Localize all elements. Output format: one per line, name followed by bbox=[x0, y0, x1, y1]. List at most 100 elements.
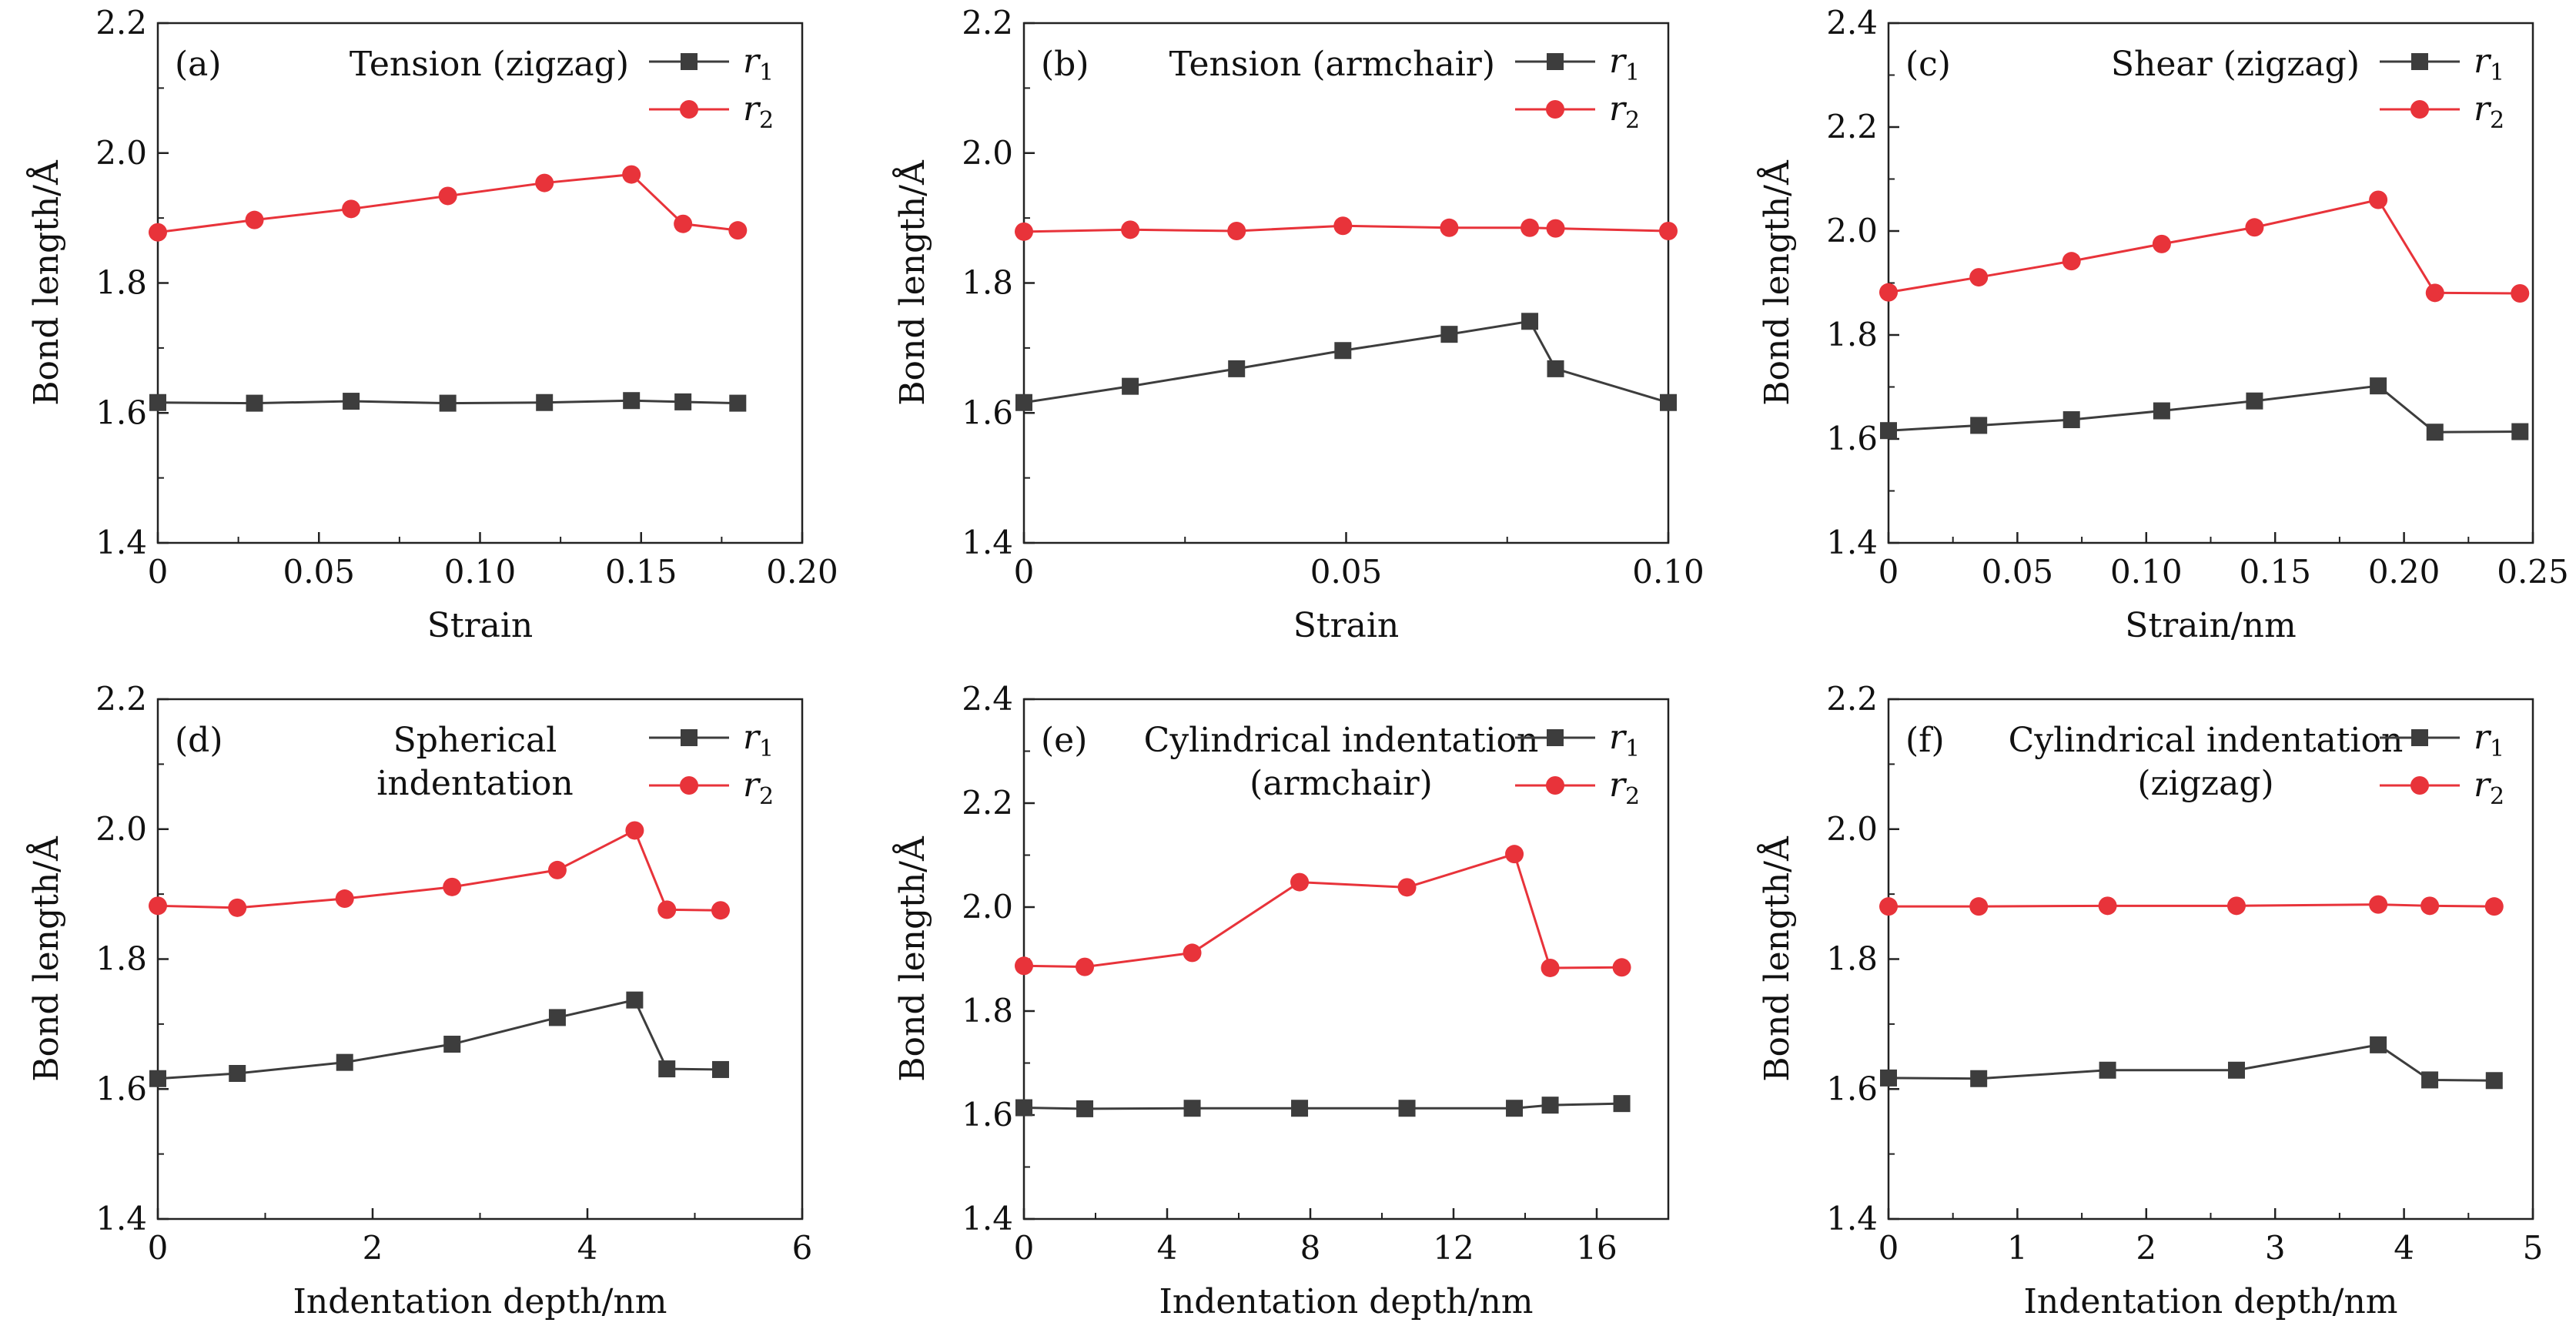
legend-entry: r2 bbox=[1515, 89, 1640, 134]
data-point bbox=[1398, 1100, 1416, 1117]
x-axis-title: Indentation depth/nm bbox=[2023, 1282, 2397, 1321]
y-tick-label: 1.4 bbox=[95, 524, 147, 561]
panel-title: Tension (zigzag) bbox=[350, 45, 629, 84]
series-line bbox=[157, 998, 721, 1080]
data-point bbox=[535, 173, 554, 193]
series-r2 bbox=[149, 821, 730, 920]
data-point bbox=[2370, 1036, 2387, 1053]
data-point bbox=[622, 165, 641, 184]
data-point bbox=[1015, 956, 1033, 976]
legend-symbol: r bbox=[743, 765, 761, 805]
y-tick-label: 1.8 bbox=[95, 940, 147, 978]
data-point bbox=[343, 393, 360, 410]
data-point bbox=[728, 221, 748, 240]
y-axis-title: Bond length/Å bbox=[892, 159, 932, 406]
series-r1 bbox=[1880, 1036, 2503, 1090]
y-tick-label: 1.4 bbox=[962, 524, 1013, 561]
y-tick-label: 2.2 bbox=[95, 4, 147, 42]
data-point bbox=[1076, 957, 1095, 976]
legend-entry: r2 bbox=[2380, 765, 2504, 810]
legend-symbol: r bbox=[1609, 42, 1628, 81]
legend-entry: r1 bbox=[2380, 718, 2504, 762]
data-point bbox=[1333, 216, 1353, 236]
legend-label: r2 bbox=[743, 89, 774, 134]
data-point bbox=[711, 1060, 729, 1078]
legend-marker bbox=[2411, 53, 2428, 70]
y-tick-label: 1.8 bbox=[962, 992, 1013, 1030]
y-tick-label: 2.0 bbox=[1826, 810, 1878, 848]
x-tick-label: 8 bbox=[1300, 1229, 1321, 1267]
legend-subscript: 1 bbox=[759, 735, 774, 762]
data-point bbox=[1227, 222, 1246, 240]
legend-label: r2 bbox=[1609, 89, 1640, 134]
data-point bbox=[2369, 190, 2388, 209]
legend-symbol: r bbox=[743, 718, 761, 757]
legend-marker bbox=[2411, 729, 2428, 746]
legend-subscript: 1 bbox=[1625, 735, 1640, 762]
legend-symbol: r bbox=[1609, 718, 1628, 757]
y-axis-title: Bond length/Å bbox=[1756, 159, 1797, 406]
y-tick-label: 1.8 bbox=[95, 264, 147, 302]
data-point bbox=[2245, 218, 2264, 237]
data-point bbox=[1880, 1069, 1897, 1087]
plot-frame bbox=[1022, 22, 1670, 544]
legend-subscript: 2 bbox=[1625, 107, 1640, 134]
data-point bbox=[1546, 219, 1565, 238]
legend-entry: r2 bbox=[1515, 765, 1640, 810]
data-point bbox=[245, 210, 264, 229]
data-point bbox=[2226, 896, 2246, 916]
x-axis-title: Indentation depth/nm bbox=[1159, 1282, 1533, 1321]
data-point bbox=[2421, 1071, 2439, 1089]
y-tick-label: 1.4 bbox=[1826, 524, 1878, 561]
y-tick-label: 1.4 bbox=[95, 1200, 147, 1237]
data-point bbox=[438, 186, 457, 206]
legend-subscript: 2 bbox=[759, 107, 774, 134]
data-point bbox=[1183, 1100, 1201, 1117]
data-point bbox=[439, 394, 457, 412]
data-point bbox=[2369, 895, 2388, 914]
y-tick-label: 2.2 bbox=[1826, 108, 1878, 146]
series-line bbox=[157, 829, 721, 912]
data-point bbox=[149, 1070, 166, 1087]
legend-entry: r2 bbox=[649, 89, 774, 134]
data-point bbox=[536, 393, 554, 411]
panel-tag: (b) bbox=[1041, 45, 1089, 84]
y-axis-title: Bond length/Å bbox=[1756, 835, 1797, 1082]
x-tick-label: 0 bbox=[148, 1229, 169, 1267]
y-tick-label: 1.6 bbox=[962, 393, 1013, 431]
data-point bbox=[1969, 897, 1989, 916]
x-tick-label: 0.25 bbox=[2497, 553, 2569, 591]
x-tick-label: 0.15 bbox=[2239, 553, 2311, 591]
data-point bbox=[1506, 1100, 1524, 1117]
y-tick-label: 1.8 bbox=[1826, 316, 1878, 353]
data-point bbox=[246, 394, 263, 412]
y-axis-title: Bond length/Å bbox=[892, 835, 932, 1082]
panel-tag: (d) bbox=[175, 721, 223, 760]
x-tick-label: 0.10 bbox=[444, 553, 517, 591]
series-r2 bbox=[1015, 845, 1631, 977]
legend-symbol: r bbox=[2474, 42, 2492, 81]
data-point bbox=[149, 223, 167, 242]
x-tick-label: 0.05 bbox=[1982, 553, 2054, 591]
y-tick-label: 2.4 bbox=[962, 680, 1013, 718]
x-tick-label: 0.05 bbox=[1310, 553, 1383, 591]
legend-marker bbox=[681, 53, 698, 70]
legend-subscript: 1 bbox=[759, 59, 774, 86]
legend-entry: r1 bbox=[649, 718, 774, 762]
x-tick-label: 0.05 bbox=[283, 553, 355, 591]
data-point bbox=[1015, 1099, 1032, 1117]
y-tick-label: 2.0 bbox=[95, 134, 147, 172]
data-point bbox=[2420, 896, 2440, 916]
panel-title: indentation bbox=[376, 764, 573, 803]
x-tick-label: 3 bbox=[2265, 1229, 2286, 1267]
data-point bbox=[443, 877, 462, 896]
series-line bbox=[1888, 198, 2521, 295]
data-point bbox=[1290, 872, 1310, 892]
panel-title: Spherical bbox=[393, 721, 557, 760]
series-r2 bbox=[1879, 190, 2530, 303]
data-point bbox=[1541, 1097, 1559, 1114]
data-point bbox=[2370, 377, 2387, 395]
x-tick-label: 0.10 bbox=[2110, 553, 2183, 591]
data-point bbox=[1015, 393, 1032, 411]
